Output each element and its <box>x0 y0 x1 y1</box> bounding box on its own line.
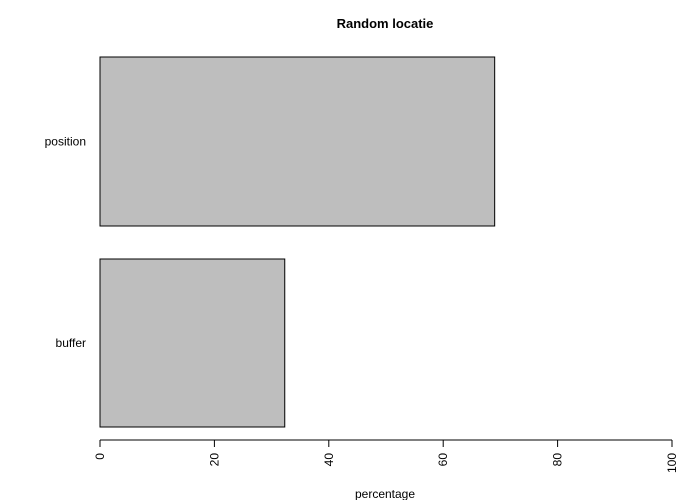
category-label-buffer: buffer <box>56 336 86 350</box>
bar-position <box>99 56 496 227</box>
x-axis: 0 20 40 60 80 100 <box>93 439 679 473</box>
bars-group <box>99 56 496 428</box>
category-labels: position buffer <box>45 135 86 351</box>
x-tick-label: 40 <box>322 453 336 467</box>
x-tick-label: 0 <box>93 453 107 460</box>
x-tick-label: 100 <box>665 453 679 473</box>
x-axis-title: percentage <box>355 487 415 500</box>
x-tick-label: 20 <box>207 453 221 467</box>
x-tick-label: 80 <box>551 453 565 467</box>
chart-title: Random locatie <box>337 16 434 31</box>
x-tick-label: 60 <box>436 453 450 467</box>
category-label-position: position <box>45 135 86 149</box>
bar-buffer <box>99 258 286 428</box>
